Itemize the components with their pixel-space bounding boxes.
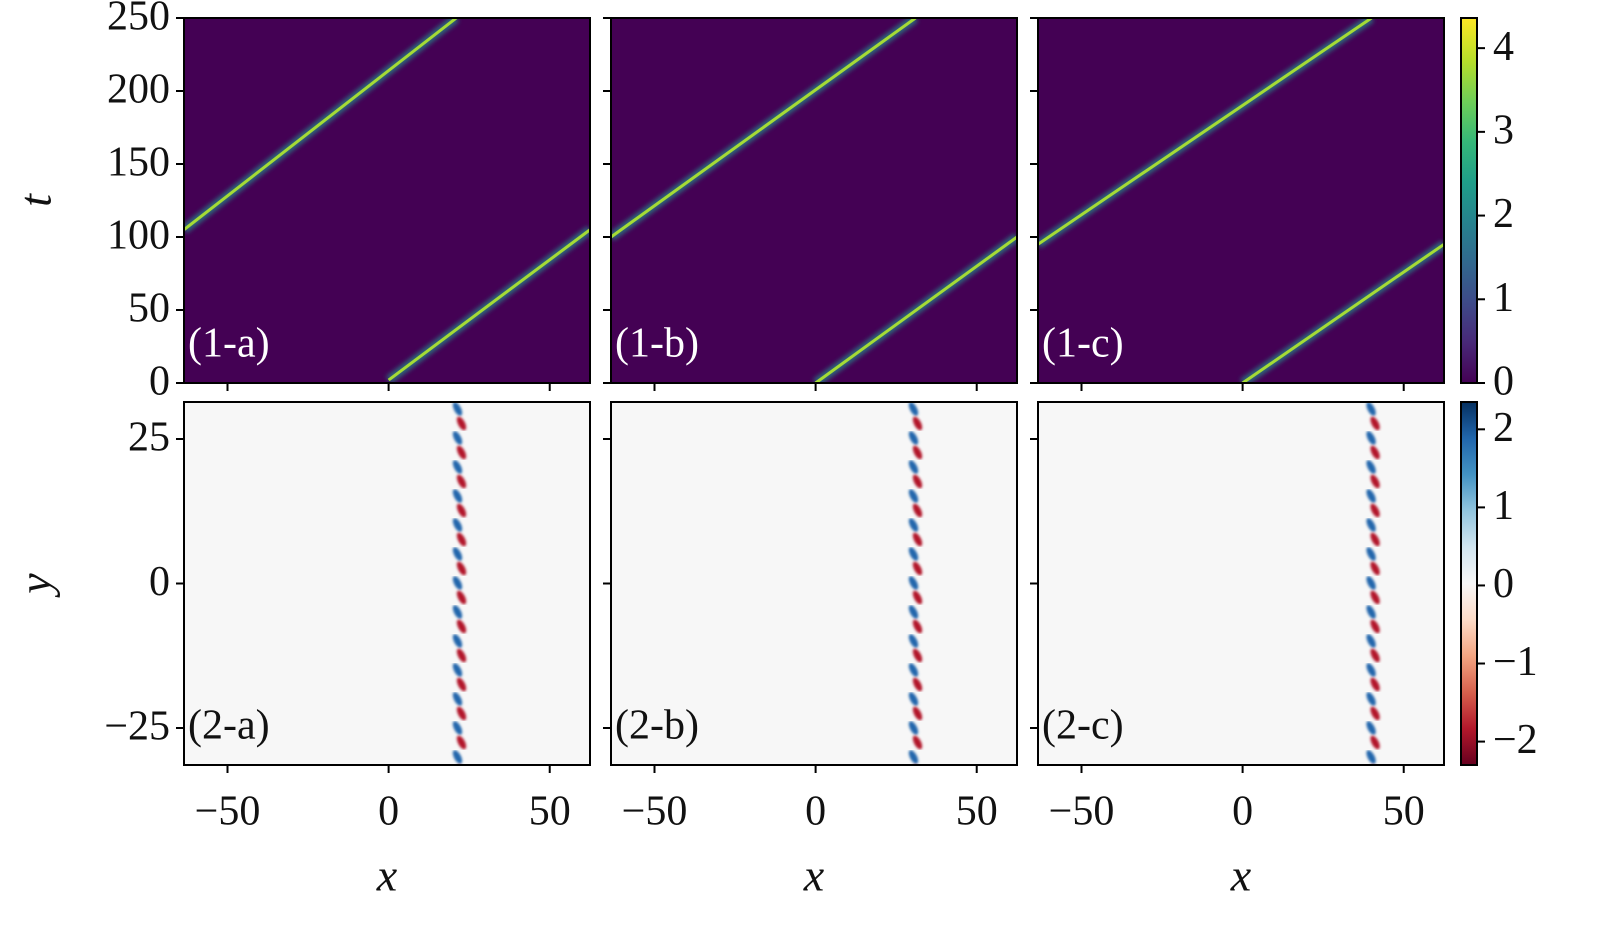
y-tick-label: 25 bbox=[128, 415, 170, 461]
front-stripe bbox=[447, 402, 472, 765]
x-tick-label: 0 bbox=[805, 789, 826, 835]
colorbar-tick-label: 3 bbox=[1493, 107, 1514, 153]
panel-frame bbox=[1037, 17, 1445, 384]
plot-area bbox=[1038, 18, 1444, 383]
x-tick-label: −50 bbox=[622, 789, 688, 835]
x-tick-label: 0 bbox=[1232, 789, 1253, 835]
y-tick-label: 50 bbox=[128, 286, 170, 332]
y-axis-label: y bbox=[10, 573, 61, 598]
x-tick-label: 50 bbox=[529, 789, 571, 835]
plot-area bbox=[903, 402, 928, 765]
y-tick-label: 150 bbox=[107, 140, 170, 186]
plot-area bbox=[184, 18, 590, 383]
trajectory bbox=[1241, 243, 1444, 383]
x-tick-label: 0 bbox=[378, 789, 399, 835]
colorbar bbox=[1460, 401, 1478, 766]
heatmap-background bbox=[184, 402, 590, 765]
x-tick-label: 50 bbox=[956, 789, 998, 835]
panel-frame bbox=[183, 17, 591, 384]
x-tick-label: 50 bbox=[1383, 789, 1425, 835]
panel-label: (2-b) bbox=[615, 703, 699, 749]
plot-area bbox=[611, 18, 1017, 383]
trajectory bbox=[1038, 18, 1373, 246]
colorbar-tick-label: 4 bbox=[1493, 24, 1514, 70]
trajectory bbox=[611, 18, 917, 239]
y-tick-label: 0 bbox=[149, 559, 170, 605]
y-tick-label: 200 bbox=[107, 67, 170, 113]
heatmap-background bbox=[611, 18, 1017, 383]
front-stripe bbox=[1361, 402, 1386, 765]
colorbar-tick-label: 2 bbox=[1493, 405, 1514, 451]
panel-label: (2-a) bbox=[188, 703, 270, 749]
panel-label: (1-b) bbox=[615, 321, 699, 367]
panel-label: (1-a) bbox=[188, 321, 270, 367]
panel-frame bbox=[610, 17, 1018, 384]
colorbar bbox=[1460, 17, 1478, 384]
y-tick-label: −25 bbox=[104, 704, 170, 750]
x-tick-label: −50 bbox=[1049, 789, 1115, 835]
heatmap-background bbox=[184, 18, 590, 383]
colorbar-tick-label: 2 bbox=[1493, 191, 1514, 237]
plot-area bbox=[447, 402, 472, 765]
colorbar-tick-label: 1 bbox=[1493, 483, 1514, 529]
front-stripe bbox=[903, 402, 928, 765]
x-axis-label: x bbox=[803, 850, 825, 901]
plot-area bbox=[1361, 402, 1386, 765]
colorbar-tick-label: 0 bbox=[1493, 561, 1514, 607]
trajectory bbox=[387, 228, 590, 382]
colorbar-tick-label: −2 bbox=[1493, 717, 1538, 763]
colorbar-tick-label: 0 bbox=[1493, 359, 1514, 405]
colorbar-tick-label: 1 bbox=[1493, 275, 1514, 321]
x-tick-label: −50 bbox=[195, 789, 261, 835]
y-tick-label: 0 bbox=[149, 359, 170, 405]
panel-label: (2-c) bbox=[1042, 703, 1124, 749]
heatmap-background bbox=[611, 402, 1017, 765]
x-axis-label: x bbox=[376, 850, 398, 901]
y-tick-label: 100 bbox=[107, 213, 170, 259]
colorbar-tick-label: −1 bbox=[1493, 639, 1538, 685]
x-axis-label: x bbox=[1230, 850, 1252, 901]
y-axis-label: t bbox=[10, 193, 61, 207]
y-tick-label: 250 bbox=[107, 0, 170, 40]
trajectory bbox=[814, 235, 1017, 383]
trajectory bbox=[184, 18, 458, 231]
panel-label: (1-c) bbox=[1042, 321, 1124, 367]
